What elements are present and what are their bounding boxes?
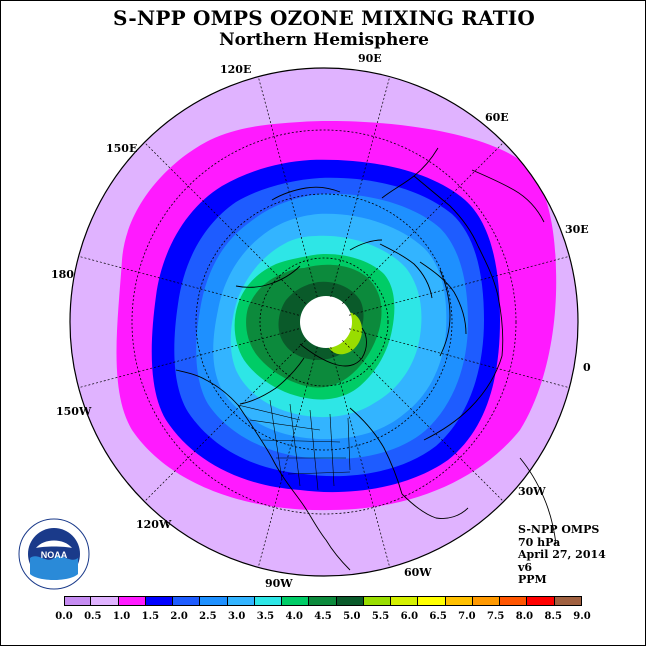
colorbar-tick-label: 1.5: [141, 611, 160, 622]
meridian-line: [144, 340, 306, 502]
meridian-line: [342, 340, 504, 502]
meridian-lines: [78, 76, 570, 568]
colorbar-tick-label: 4.0: [285, 611, 303, 622]
colorbar-tick-label: 4.5: [314, 611, 332, 622]
colorbar-segment: [418, 596, 446, 606]
state-border-line: [237, 404, 301, 421]
colorbar: [64, 596, 582, 610]
colorbar-tick-label: 6.0: [400, 611, 419, 622]
longitude-label-120e: 120E: [220, 63, 252, 76]
colorbar-tick-label: 7.0: [458, 611, 476, 622]
colorbar-segment: [472, 596, 501, 606]
coastlines: [175, 147, 557, 571]
meridian-line: [349, 255, 570, 316]
meridian-line: [78, 328, 299, 389]
colorbar-tick-label: 3.5: [256, 611, 275, 622]
colorbar-tick-label: 2.5: [199, 611, 217, 622]
pole-no-data-region: [300, 296, 352, 348]
meridian-line: [342, 142, 504, 304]
longitude-label-180: 180: [51, 268, 74, 281]
longitude-label-30w: 30W: [518, 485, 546, 498]
chart-title: S-NPP OMPS OZONE MIXING RATIO: [113, 6, 535, 30]
colorbar-tick-label: 9.0: [573, 611, 591, 622]
meridian-line: [330, 347, 391, 568]
colorbar-segment: [282, 596, 310, 606]
state-border-line: [269, 399, 283, 481]
state-border-line: [261, 439, 341, 443]
colorbar-segment: [391, 596, 419, 606]
version-label: v6: [518, 560, 533, 574]
colorbar-tick-label: 8.5: [544, 611, 562, 622]
longitude-label-150w: 150W: [56, 405, 92, 418]
colorbar-tick-label: 7.5: [486, 611, 505, 622]
colorbar-segment: [91, 596, 119, 606]
graticule: [131, 129, 517, 515]
longitude-label-120w: 120W: [136, 518, 172, 531]
noaa-logo-text: NOAA: [41, 550, 68, 560]
colorbar-segment: [254, 596, 283, 606]
state-border-line: [309, 409, 319, 491]
colorbar-tick-label: 0.5: [84, 611, 102, 622]
colorbar-segment: [336, 596, 364, 606]
colorbar-tick-label: 5.0: [343, 611, 361, 622]
colorbar-segment: [118, 596, 146, 606]
colorbar-segment: [445, 596, 473, 606]
meridian-line: [78, 255, 299, 316]
longitude-label-60w: 60W: [404, 566, 432, 579]
colorbar-tick-label: 3.0: [227, 611, 246, 622]
colorbar-tick-label: 8.0: [515, 611, 534, 622]
colorbar-tick-label: 5.5: [371, 611, 390, 622]
colorbar-segment: [145, 596, 174, 606]
us-state-borders: [237, 399, 351, 491]
state-border-line: [289, 403, 301, 487]
colorbar-segment: [363, 596, 392, 606]
state-border-line: [347, 417, 351, 471]
meridian-line: [257, 347, 318, 568]
date-label: April 27, 2014: [518, 548, 606, 561]
meridian-line: [257, 76, 318, 297]
map-disk-outline: [69, 67, 579, 577]
colorbar-segment: [227, 596, 255, 606]
meridian-line: [144, 142, 306, 304]
colorbar-tick-label: 6.5: [429, 611, 447, 622]
longitude-label-90e: 90E: [358, 52, 382, 65]
colorbar-segment: [200, 596, 228, 606]
colorbar-segment: [64, 596, 92, 606]
colorbar-tick-label: 0.0: [55, 611, 73, 622]
meridian-line: [349, 328, 570, 389]
colorbar-segment: [554, 596, 582, 606]
chart-subtitle: Northern Hemisphere: [219, 30, 429, 50]
pressure-level-label: 70 hPa: [518, 535, 561, 549]
state-border-line: [329, 413, 335, 487]
ozone-field: [70, 68, 578, 576]
colorbar-tick-label: 2.0: [170, 611, 188, 622]
longitude-label-30e: 30E: [565, 223, 589, 236]
longitude-label-90w: 90W: [265, 577, 293, 590]
longitude-label-150e: 150E: [106, 142, 138, 155]
colorbar-segment: [309, 596, 337, 606]
longitude-label-60e: 60E: [485, 111, 509, 124]
colorbar-tick-label: 1.0: [112, 611, 131, 622]
colorbar-segment: [500, 596, 528, 606]
longitude-label-0: 0: [583, 361, 591, 374]
state-border-line: [249, 419, 321, 431]
colorbar-segment: [173, 596, 201, 606]
units-label: PPM: [518, 573, 547, 586]
colorbar-segment: [527, 596, 555, 606]
instrument-label: S-NPP OMPS: [518, 523, 600, 536]
info-block: S-NPP OMPS 70 hPa April 27, 2014 v6 PPM: [518, 523, 606, 587]
noaa-logo-icon: NOAA: [18, 518, 90, 590]
meridian-line: [330, 76, 391, 297]
